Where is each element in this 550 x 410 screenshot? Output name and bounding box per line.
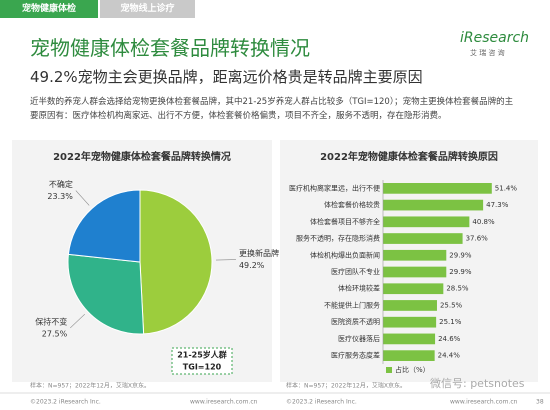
bar <box>383 283 444 295</box>
category-label: 医疗仪器落后 <box>338 334 380 343</box>
value-label: 28.5% <box>446 285 469 293</box>
footer-text: ©2023.2 iResearch Inc. <box>286 399 357 406</box>
slice-label: 更换新品牌 <box>239 248 279 258</box>
bar <box>383 300 437 311</box>
leader-line <box>70 313 85 329</box>
category-label: 体检套餐价格较贵 <box>324 200 380 209</box>
page-number: 38 <box>536 399 544 406</box>
slice-value: 23.3% <box>47 192 73 201</box>
subtitle: 49.2%宠物主会更换品牌，距离远价格贵是转品牌主要原因 <box>30 68 423 86</box>
bar <box>383 216 470 228</box>
value-label: 37.6% <box>466 235 489 243</box>
category-label: 医疗团队不专业 <box>331 267 380 276</box>
description: 近半数的养宠人群会选择给宠物更换体检套餐品牌，其中21-25岁养宠人群占比较多（… <box>30 97 514 121</box>
slice-label: 保持不变 <box>35 316 67 326</box>
bar <box>383 183 492 194</box>
footer-text: www.iresearch.com.cn <box>190 399 258 406</box>
category-label: 体检套餐项目不够齐全 <box>310 217 380 226</box>
category-label: 体检环境较差 <box>338 284 380 293</box>
annotation: TGI=120 <box>183 363 222 372</box>
slice-label: 不确定 <box>49 179 73 189</box>
slice-value: 49.2% <box>239 261 265 270</box>
value-label: 47.3% <box>486 201 509 209</box>
tab[interactable]: 宠物线上诊疗 <box>100 0 195 18</box>
chart-title: 2022年宠物健康体检套餐品牌转换原因 <box>320 150 498 163</box>
value-label: 40.8% <box>472 218 495 226</box>
category-label: 服务不透明，存在隐形消费 <box>296 234 380 243</box>
panel <box>280 140 538 382</box>
bar <box>383 249 447 261</box>
value-label: 29.9% <box>449 251 472 259</box>
value-label: 29.9% <box>449 268 472 276</box>
value-label: 51.4% <box>495 184 518 192</box>
category-label: 医疗服务态度差 <box>331 351 380 360</box>
category-label: 不能提供上门服务 <box>324 300 380 309</box>
value-label: 24.6% <box>438 335 461 343</box>
footer-text: ©2023.2 iResearch Inc. <box>30 399 101 406</box>
source-note: 样本：N=957；2022年12月，艾瑞X京东。 <box>286 382 406 390</box>
logo: iResearch <box>460 30 530 46</box>
bar <box>383 199 484 211</box>
pie-slice <box>67 253 145 335</box>
bar <box>383 316 437 328</box>
source-note: 样本：N=957；2022年12月，艾瑞X京东。 <box>30 382 150 390</box>
bar <box>383 266 447 278</box>
watermark: 微信号: petsnotes <box>430 376 525 390</box>
logo-sub: 艾 瑞 咨 询 <box>470 49 505 57</box>
bar <box>383 350 435 361</box>
bar <box>383 233 463 244</box>
slice-value: 27.5% <box>42 329 68 338</box>
category-label: 医疗机构离家里远，出行不便 <box>289 183 380 192</box>
legend-swatch <box>386 367 392 373</box>
bar <box>383 333 436 345</box>
legend-label: 占比（%） <box>395 365 430 374</box>
page-title: 宠物健康体检套餐品牌转换情况 <box>30 36 310 60</box>
category-label: 体检机构爆出负面新闻 <box>310 250 380 259</box>
leader-line <box>215 259 236 261</box>
pie-slice <box>67 189 141 263</box>
category-label: 医院资质不透明 <box>331 317 380 326</box>
annotation: 21-25岁人群 <box>177 350 227 360</box>
value-label: 24.4% <box>438 352 461 360</box>
annotation-box <box>171 347 233 375</box>
value-label: 25.1% <box>439 318 462 326</box>
value-label: 25.5% <box>440 301 463 309</box>
chart-title: 2022年宠物健康体检套餐品牌转换情况 <box>53 150 231 163</box>
footer-text: www.iresearch.com.cn <box>450 399 518 406</box>
leader-line <box>75 190 90 206</box>
tab-active[interactable]: 宠物健康体检 <box>0 0 98 18</box>
pie-slice <box>139 189 213 335</box>
